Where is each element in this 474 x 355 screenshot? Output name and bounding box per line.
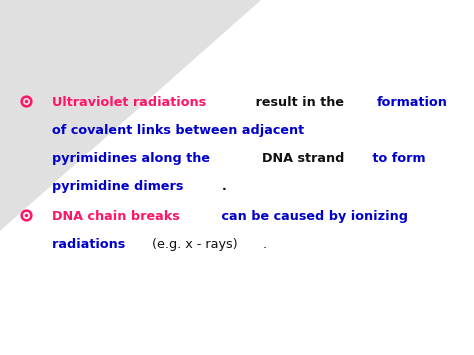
Text: to form: to form [368, 152, 426, 165]
Text: .: . [263, 238, 267, 251]
Text: pyrimidines along the: pyrimidines along the [52, 152, 215, 165]
Text: DNA chain breaks: DNA chain breaks [52, 210, 180, 223]
Text: pyrimidine dimers: pyrimidine dimers [52, 180, 183, 193]
Polygon shape [0, 0, 260, 230]
Text: .: . [221, 180, 226, 193]
Text: result in the: result in the [251, 96, 348, 109]
Text: formation: formation [377, 96, 447, 109]
Text: (e.g. x - rays): (e.g. x - rays) [152, 238, 238, 251]
Text: can be caused by ionizing: can be caused by ionizing [217, 210, 408, 223]
Text: Ultraviolet radiations: Ultraviolet radiations [52, 96, 206, 109]
Text: radiations: radiations [52, 238, 130, 251]
Text: of covalent links between adjacent: of covalent links between adjacent [52, 124, 304, 137]
Text: DNA strand: DNA strand [262, 152, 344, 165]
